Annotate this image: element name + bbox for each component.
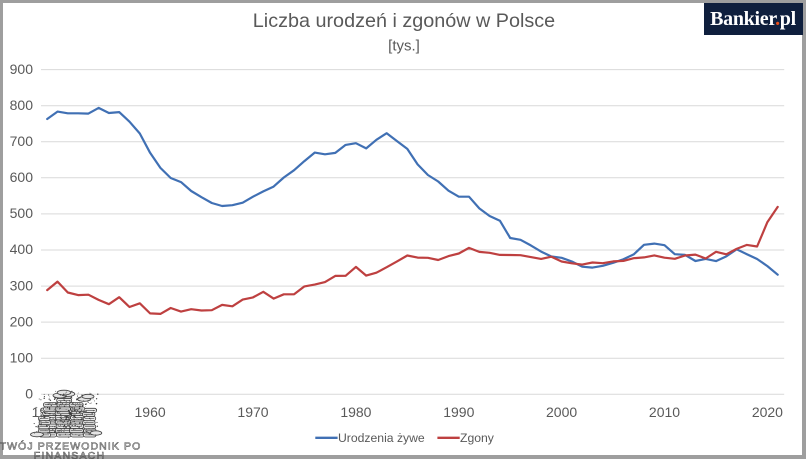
svg-text:300: 300 <box>10 277 34 293</box>
svg-text:600: 600 <box>10 169 34 185</box>
svg-text:0: 0 <box>25 386 33 402</box>
svg-text:700: 700 <box>10 133 34 149</box>
svg-text:Urodzenia żywe: Urodzenia żywe <box>338 431 425 445</box>
svg-text:1980: 1980 <box>340 404 371 420</box>
svg-text:2010: 2010 <box>649 404 680 420</box>
svg-text:100: 100 <box>10 349 34 365</box>
svg-text:1960: 1960 <box>135 404 166 420</box>
svg-text:FINANSACH: FINANSACH <box>34 450 105 459</box>
svg-text:800: 800 <box>10 97 34 113</box>
svg-text:900: 900 <box>10 61 34 77</box>
svg-text:1970: 1970 <box>237 404 268 420</box>
svg-text:TWÓJ PRZEWODNIK PO: TWÓJ PRZEWODNIK PO <box>0 440 141 453</box>
svg-text:1990: 1990 <box>443 404 474 420</box>
svg-text:Liczba urodzeń i zgonów w Pols: Liczba urodzeń i zgonów w Polsce <box>253 10 555 32</box>
svg-text:[tys.]: [tys.] <box>388 38 420 55</box>
svg-text:500: 500 <box>10 205 34 221</box>
svg-text:2020: 2020 <box>752 404 783 420</box>
svg-text:400: 400 <box>10 241 34 257</box>
svg-text:2000: 2000 <box>546 404 577 420</box>
svg-text:Zgony: Zgony <box>460 431 495 445</box>
svg-text:200: 200 <box>10 313 34 329</box>
